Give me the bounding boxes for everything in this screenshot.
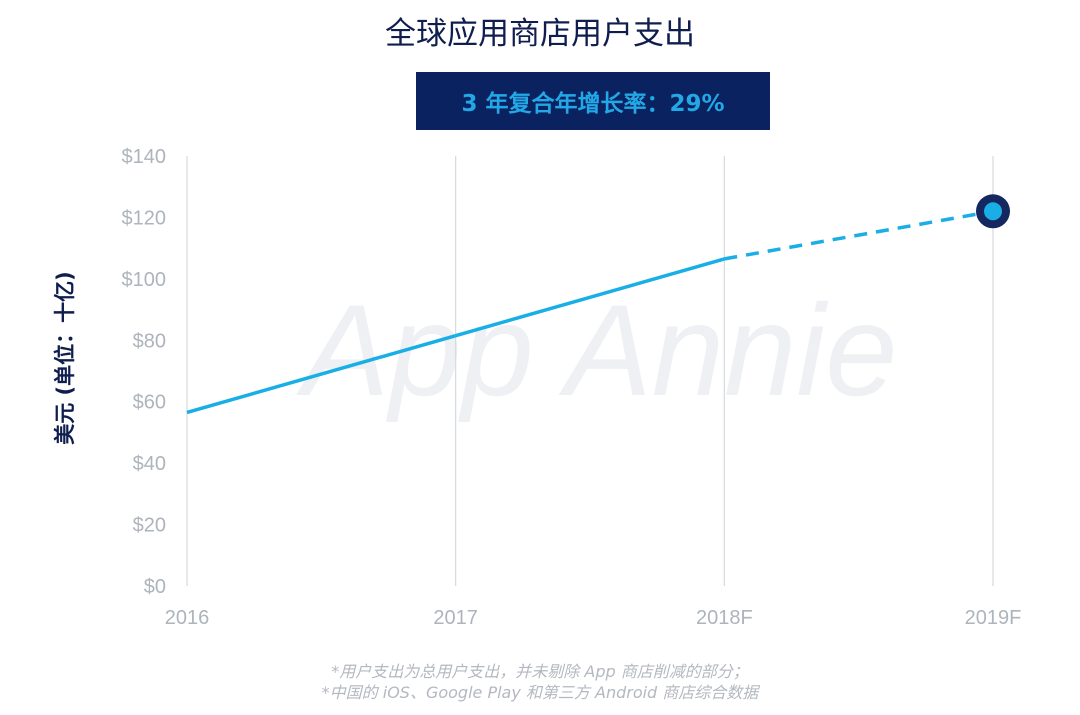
line-segment-2 bbox=[455, 257, 725, 338]
x-tick-2018f: 2018F bbox=[696, 607, 753, 629]
footnotes: *用户支出为总用户支出，并未剔除 App 商店削减的部分； *中国的 iOS、G… bbox=[0, 661, 1080, 703]
cagr-label: 3 年复合年增长率：29% bbox=[461, 91, 725, 117]
x-tick-2016: 2016 bbox=[165, 607, 210, 629]
chart-title: 全球应用商店用户支出 bbox=[385, 16, 695, 52]
line-segment-3 bbox=[724, 209, 994, 261]
watermark-text: App Annie bbox=[295, 277, 897, 423]
y-tick-60: $60 bbox=[133, 392, 166, 414]
footnote-1: *用户支出为总用户支出，并未剔除 App 商店削减的部分； bbox=[331, 662, 749, 681]
cagr-badge: 3 年复合年增长率：29% bbox=[416, 72, 770, 130]
line-segment-1 bbox=[186, 333, 457, 415]
y-tick-0: $0 bbox=[144, 576, 166, 598]
highlight-point bbox=[984, 202, 1002, 221]
y-tick-40: $40 bbox=[133, 453, 166, 475]
y-tick-140: $140 bbox=[122, 146, 167, 168]
y-tick-120: $120 bbox=[122, 207, 167, 229]
y-tick-20: $20 bbox=[133, 515, 166, 537]
y-tick-100: $100 bbox=[122, 269, 167, 291]
data-series bbox=[186, 194, 1010, 415]
y-tick-80: $80 bbox=[133, 330, 166, 352]
x-tick-2019f: 2019F bbox=[965, 607, 1022, 629]
footnote-2: *中国的 iOS、Google Play 和第三方 Android 商店综合数据 bbox=[321, 683, 759, 702]
y-tick-labels: $0 $20 $40 $60 $80 $100 $120 $140 bbox=[122, 146, 167, 598]
x-tick-2017: 2017 bbox=[433, 607, 478, 629]
x-tick-labels: 2016 2017 2018F 2019F bbox=[165, 607, 1022, 629]
